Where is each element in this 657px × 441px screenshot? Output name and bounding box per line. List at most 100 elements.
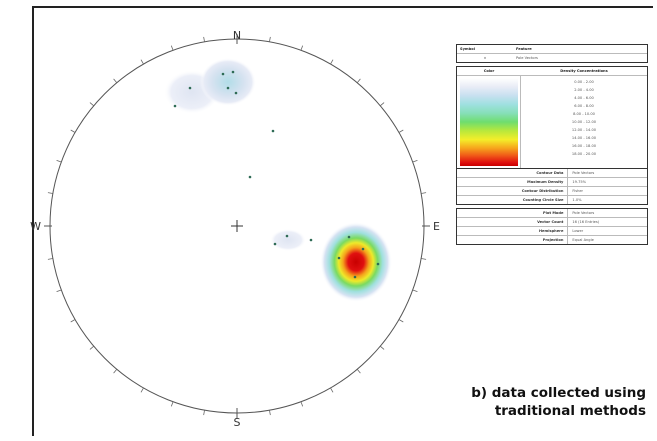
center-cross [231,220,243,232]
azimuth-tick [56,289,62,293]
azimuth-tick [379,345,385,350]
plot-info-table: Plot Mode Pole Vectors Vector Count 16 (16… [456,208,648,245]
azimuth-ticks [47,36,427,416]
vector-count-value: 16 (16 Entries) [572,220,600,224]
compass-lines [44,34,430,418]
counting-circle-key: Counting Circle Size [457,196,569,204]
symbol-col-header: Symbol [460,47,475,51]
azimuth-tick [56,159,62,163]
azimuth-tick [330,387,334,393]
azimuth-tick [89,102,95,107]
pole-marker [376,262,380,266]
north-label: N [233,29,241,42]
pole-symbol-label: Pole Vectors [516,56,538,60]
density-range: 16.00 - 18.00 [571,144,597,148]
density-contours [164,58,392,302]
density-range: 12.00 - 14.00 [571,128,597,132]
azimuth-tick [356,368,361,374]
pole-marker [188,86,192,90]
density-range: 10.00 - 12.00 [571,120,597,124]
density-blob-east-max [320,222,392,302]
figure-caption: b) data collected using traditional meth… [406,384,646,420]
density-range: 2.00 - 4.00 [574,88,594,92]
projection-value: Equal Angle [572,238,594,242]
azimuth-tick [170,401,174,407]
pole-marker [231,70,235,74]
azimuth-tick [140,59,144,65]
density-table: Color Density Concentrations 0.00 - 2.00… [456,66,648,205]
azimuth-tick [379,102,385,107]
density-range: 0.00 - 2.00 [574,80,594,84]
pole-marker [234,91,238,95]
projection-key: Projection [457,236,569,244]
density-range: 14.00 - 16.00 [571,136,597,140]
pole-marker [273,242,277,246]
caption-line-1: b) data collected using [471,385,646,401]
azimuth-tick [300,401,304,407]
azimuth-tick [113,78,118,84]
vector-count-key: Vector Count [457,218,569,226]
azimuth-tick [89,345,95,350]
azimuth-tick [203,36,205,42]
pole-marker [285,234,289,238]
azimuth-tick [269,36,271,42]
pole-symbol-icon: × [483,56,487,60]
azimuth-tick [269,410,271,416]
contour-distribution-key: Contour Distribution [457,187,569,195]
density-blob-center [270,229,306,251]
density-range: 4.00 - 6.00 [574,96,594,100]
caption-line-2: traditional methods [494,403,646,419]
azimuth-tick [203,410,205,416]
azimuth-tick [421,258,427,260]
azimuth-tick [412,159,418,163]
density-blob-nw [200,58,256,106]
contour-distribution-value: Fisher [572,189,584,193]
density-col-header: Density Concentrations [560,69,608,73]
azimuth-tick [113,368,118,374]
plot-mode-value: Pole Vectors [572,211,595,215]
azimuth-tick [330,59,334,65]
azimuth-tick [398,129,404,133]
azimuth-tick [398,319,404,323]
contour-data-value: Pole Vectors [572,171,595,175]
plot-mode-key: Plot Mode [457,209,569,217]
figure-frame [32,6,653,436]
max-density-key: Maximum Density [457,178,569,186]
counting-circle-value: 1.0% [572,198,582,202]
hemisphere-value: Lower [572,229,584,233]
azimuth-tick [412,289,418,293]
azimuth-tick [70,319,76,323]
pole-marker [248,175,252,179]
azimuth-tick [300,45,304,51]
azimuth-tick [47,192,53,194]
pole-marker [226,86,230,90]
azimuth-tick [170,45,174,51]
pole-marker [221,72,225,76]
west-label: W [30,220,41,233]
contour-data-key: Contour Data [457,169,569,177]
stereonet-legend: Symbol Feature × Pole Vectors Color Dens… [456,44,648,248]
max-density-value: 19.75% [572,180,587,184]
pole-markers [173,70,380,279]
density-range: 6.00 - 8.00 [574,104,594,108]
pole-marker [271,129,275,133]
pole-marker [361,247,365,251]
density-range-list: 0.00 - 2.00 2.00 - 4.00 4.00 - 6.00 6.00… [520,76,647,168]
azimuth-tick [356,78,361,84]
pole-marker [173,104,177,108]
east-label: E [433,220,440,233]
azimuth-tick [70,129,76,133]
density-range: 18.00 - 20.00 [571,152,597,156]
pole-marker [309,238,313,242]
pole-marker [353,275,357,279]
symbol-table: Symbol Feature × Pole Vectors [456,44,648,63]
hemisphere-key: Hemisphere [457,227,569,235]
pole-marker [337,256,341,260]
south-label: S [234,416,241,429]
density-color-ramp [460,78,518,166]
pole-marker [347,235,351,239]
density-range: 8.00 - 10.00 [573,112,595,116]
azimuth-tick [47,258,53,260]
azimuth-tick [421,192,427,194]
